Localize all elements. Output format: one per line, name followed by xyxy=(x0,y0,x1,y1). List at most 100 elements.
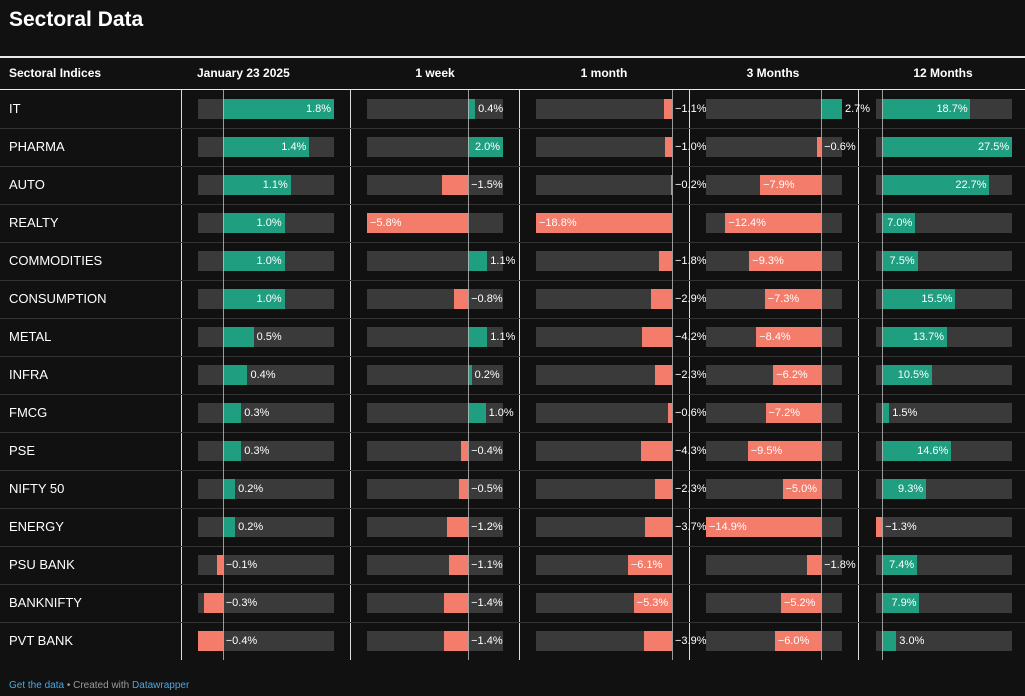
bar-negative xyxy=(643,631,672,651)
bar-positive xyxy=(222,517,236,537)
row-divider xyxy=(0,280,1025,281)
row-label: PSU BANK xyxy=(9,557,75,572)
datawrapper-link[interactable]: Datawrapper xyxy=(132,680,190,691)
bar-negative xyxy=(706,517,822,537)
bar-positive xyxy=(882,441,952,461)
row-label: INFRA xyxy=(9,367,48,382)
bar-track xyxy=(876,631,1012,651)
zero-line xyxy=(821,166,823,204)
bar-negative xyxy=(764,289,822,309)
bar-negative xyxy=(667,403,672,423)
value-label: 0.2% xyxy=(238,521,264,533)
bar-track xyxy=(198,631,334,651)
value-label: −1.1% xyxy=(675,103,707,115)
row-divider xyxy=(0,546,1025,547)
zero-line xyxy=(468,242,470,280)
header-1-week: 1 week xyxy=(415,66,455,80)
zero-line xyxy=(672,90,673,128)
bar-negative xyxy=(459,479,469,499)
zero-line xyxy=(882,128,884,166)
bar-negative xyxy=(536,213,672,233)
bar-negative xyxy=(670,175,672,195)
bar-negative xyxy=(664,99,672,119)
bar-positive xyxy=(468,251,488,271)
bar-negative xyxy=(655,479,672,499)
value-label: −6.0% xyxy=(777,635,810,647)
value-label: 1.0% xyxy=(256,217,282,229)
bar-negative xyxy=(447,517,469,537)
value-label: 7.0% xyxy=(887,217,913,229)
value-label: 0.3% xyxy=(244,445,270,457)
value-label: 1.0% xyxy=(256,255,282,267)
value-label: −3.7% xyxy=(675,521,707,533)
bar-positive xyxy=(468,365,472,385)
bar-positive xyxy=(882,251,918,271)
zero-line xyxy=(882,318,884,356)
column-separator xyxy=(519,90,520,660)
zero-line xyxy=(468,166,470,204)
value-label: −1.4% xyxy=(471,635,503,647)
value-label: 18.7% xyxy=(936,103,968,115)
row-label: PSE xyxy=(9,443,36,458)
bar-positive xyxy=(882,175,990,195)
value-label: −0.4% xyxy=(225,635,258,647)
bar-positive xyxy=(222,137,310,157)
bar-positive xyxy=(882,403,890,423)
zero-line xyxy=(672,508,673,546)
bar-track xyxy=(536,631,672,651)
zero-line xyxy=(222,432,224,470)
bar-negative xyxy=(773,365,822,385)
zero-line xyxy=(468,318,470,356)
zero-line xyxy=(882,166,884,204)
zero-line xyxy=(882,204,884,242)
value-label: 0.2% xyxy=(238,483,264,495)
value-label: −4.2% xyxy=(675,331,707,343)
value-label: −2.3% xyxy=(675,369,707,381)
zero-line xyxy=(882,622,884,660)
value-label: −7.3% xyxy=(767,293,800,305)
bar-negative xyxy=(204,593,223,613)
value-label: −1.4% xyxy=(471,597,503,609)
bar-positive xyxy=(882,479,927,499)
bar-positive xyxy=(222,403,242,423)
value-label: −1.0% xyxy=(675,141,707,153)
value-label: −0.6% xyxy=(824,141,856,153)
value-label: −0.4% xyxy=(471,445,503,457)
value-label: −2.9% xyxy=(675,293,707,305)
value-label: 2.7% xyxy=(845,103,871,115)
bar-positive xyxy=(468,137,503,157)
row-divider xyxy=(0,128,1025,129)
bar-track xyxy=(536,365,672,385)
bar-negative xyxy=(641,327,672,347)
zero-line xyxy=(672,280,673,318)
row-divider xyxy=(0,356,1025,357)
row-label: BANKNIFTY xyxy=(9,595,82,610)
row-divider xyxy=(0,242,1025,243)
value-label: −1.8% xyxy=(675,255,707,267)
zero-line xyxy=(222,128,224,166)
value-label: 22.7% xyxy=(955,179,987,191)
bar-negative xyxy=(651,289,672,309)
column-separator xyxy=(181,90,182,660)
value-label: −6.2% xyxy=(776,369,808,381)
zero-line xyxy=(672,242,673,280)
zero-line xyxy=(468,432,470,470)
get-the-data-link[interactable]: Get the data xyxy=(9,680,65,691)
row-divider xyxy=(0,508,1025,509)
header-3-months: 3 Months xyxy=(746,66,800,80)
value-label: 0.2% xyxy=(474,369,500,381)
value-label: 15.5% xyxy=(921,293,953,305)
bar-positive xyxy=(222,289,285,309)
zero-line xyxy=(821,622,823,660)
value-label: 7.4% xyxy=(889,559,915,571)
value-label: −1.3% xyxy=(885,521,917,533)
value-label: 9.3% xyxy=(898,483,924,495)
value-label: 3.0% xyxy=(899,635,925,647)
header-sectoral-indices: Sectoral Indices xyxy=(9,66,102,80)
column-separator xyxy=(858,90,859,660)
zero-line xyxy=(222,584,224,622)
bar-track xyxy=(536,327,672,347)
zero-line xyxy=(468,128,470,166)
bar-positive xyxy=(222,365,248,385)
bar-positive xyxy=(468,99,476,119)
